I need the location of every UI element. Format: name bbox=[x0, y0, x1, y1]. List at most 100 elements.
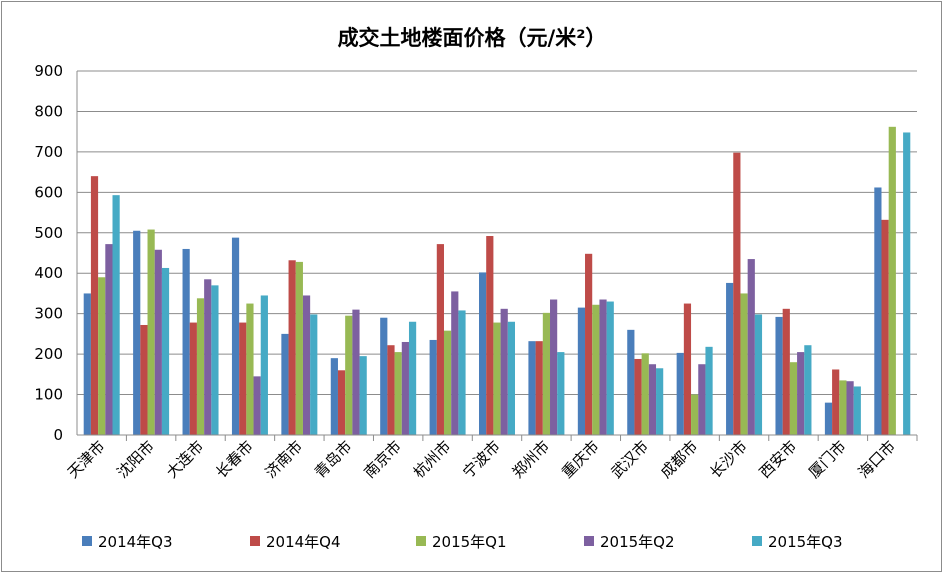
bar bbox=[337, 370, 346, 435]
x-category-label: 厦门市 bbox=[805, 437, 850, 482]
bar bbox=[486, 236, 494, 435]
x-axis-category-labels: 天津市 沈阳市 大连市 长春市 济南市 青岛市 南京市 杭州市 宁波市 郑州市 重庆市 武汉市 成都市长… bbox=[64, 437, 899, 482]
x-category-label: 济南市 bbox=[262, 437, 307, 482]
bars bbox=[83, 126, 911, 436]
bar bbox=[726, 282, 734, 435]
bar bbox=[782, 308, 790, 435]
legend-label: 2014年Q4 bbox=[266, 533, 341, 551]
bar bbox=[874, 187, 882, 435]
bar bbox=[401, 341, 409, 435]
bar bbox=[641, 353, 649, 435]
bar bbox=[429, 339, 437, 435]
x-category-label: 海口市 bbox=[855, 437, 900, 482]
x-category-label: 天津市 bbox=[64, 437, 109, 482]
y-tick-label: 100 bbox=[34, 386, 63, 404]
x-category-label: 沈阳市 bbox=[113, 437, 158, 482]
bar bbox=[90, 176, 99, 435]
bar bbox=[797, 352, 805, 435]
y-tick-label: 300 bbox=[34, 305, 63, 323]
bar bbox=[691, 394, 699, 435]
y-tick-label: 200 bbox=[34, 345, 63, 363]
bar bbox=[550, 299, 558, 435]
bar bbox=[359, 356, 367, 435]
bar bbox=[98, 277, 106, 435]
bar bbox=[585, 253, 593, 435]
bar bbox=[747, 259, 755, 435]
bar bbox=[112, 195, 120, 435]
y-axis-tick-labels: 0 100 200 300 400 500 600 700 800 900 bbox=[34, 62, 63, 444]
bar bbox=[627, 329, 635, 435]
x-category-label: 宁波市 bbox=[459, 437, 504, 482]
bar bbox=[832, 369, 840, 435]
bar bbox=[824, 402, 833, 435]
bar bbox=[295, 261, 303, 435]
y-tick-label: 800 bbox=[34, 102, 63, 120]
bar bbox=[281, 333, 289, 435]
bar bbox=[239, 322, 247, 435]
bar bbox=[888, 126, 896, 436]
bar bbox=[352, 309, 360, 435]
bar bbox=[683, 303, 692, 435]
bar bbox=[634, 358, 642, 435]
bar bbox=[592, 304, 600, 435]
bar bbox=[451, 291, 459, 435]
bar bbox=[789, 362, 798, 435]
bar bbox=[443, 330, 452, 435]
x-category-label: 南京市 bbox=[360, 437, 405, 482]
bar bbox=[387, 345, 395, 435]
bar bbox=[881, 219, 889, 435]
legend-swatch bbox=[250, 536, 260, 546]
y-tick-label: 500 bbox=[34, 224, 63, 242]
bar bbox=[528, 341, 536, 435]
x-category-label: 郑州市 bbox=[509, 437, 554, 482]
legend-swatch bbox=[82, 536, 92, 546]
bar bbox=[648, 364, 657, 435]
bar bbox=[775, 316, 783, 435]
bar bbox=[535, 341, 543, 435]
bar bbox=[133, 230, 141, 435]
bar bbox=[408, 321, 417, 435]
bar bbox=[154, 249, 162, 435]
legend-label: 2015年Q2 bbox=[600, 533, 675, 551]
bar bbox=[839, 380, 847, 435]
bar bbox=[204, 279, 212, 435]
legend-label: 2015年Q1 bbox=[432, 533, 507, 551]
bar bbox=[846, 381, 854, 435]
x-category-label: 长春市 bbox=[212, 437, 257, 482]
bar bbox=[733, 152, 741, 435]
x-category-label: 长沙市 bbox=[706, 437, 751, 482]
x-category-label: 重庆市 bbox=[558, 437, 603, 482]
bar bbox=[557, 352, 565, 435]
legend: 2014年Q3 2014年Q4 2015年Q1 2015年Q2 2015年Q3 bbox=[82, 533, 843, 551]
bar bbox=[253, 376, 261, 435]
bar bbox=[380, 317, 388, 435]
x-category-label: 西安市 bbox=[756, 437, 801, 482]
x-category-label: 武汉市 bbox=[608, 437, 653, 482]
legend-swatch bbox=[584, 536, 594, 546]
x-category-label: 青岛市 bbox=[311, 437, 356, 482]
bar bbox=[189, 322, 197, 435]
y-tick-label: 700 bbox=[34, 143, 63, 161]
bar bbox=[147, 229, 155, 435]
bar bbox=[542, 312, 551, 435]
bar bbox=[196, 298, 205, 435]
bar bbox=[903, 132, 911, 435]
bar bbox=[161, 267, 170, 435]
bar bbox=[599, 299, 607, 435]
y-tick-label: 900 bbox=[34, 62, 63, 80]
bar bbox=[83, 293, 91, 435]
bar bbox=[345, 315, 353, 435]
y-tick-label: 0 bbox=[53, 426, 63, 444]
bar bbox=[436, 244, 444, 435]
bar bbox=[246, 303, 254, 435]
y-tick-label: 600 bbox=[34, 183, 63, 201]
bar bbox=[394, 352, 402, 435]
bar bbox=[310, 314, 318, 435]
bar bbox=[656, 368, 664, 435]
bar bbox=[302, 295, 311, 435]
legend-swatch bbox=[416, 536, 426, 546]
bar bbox=[804, 345, 812, 435]
bar bbox=[754, 314, 763, 435]
y-tick-label: 400 bbox=[34, 264, 63, 282]
